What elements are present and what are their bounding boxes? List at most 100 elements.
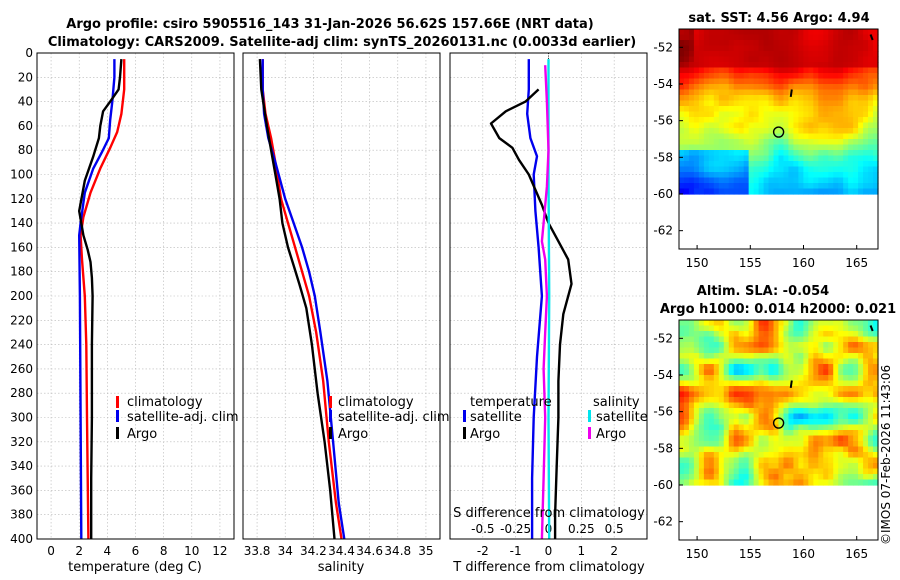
map-cell — [713, 408, 720, 415]
map-cell — [679, 40, 685, 47]
map-cell — [798, 446, 804, 453]
map-cell — [803, 435, 809, 442]
map-cell — [693, 380, 700, 387]
map-cell — [873, 128, 879, 135]
map-cell — [818, 150, 824, 157]
map-cell — [873, 353, 879, 360]
map-cell — [788, 172, 795, 179]
map-cell — [693, 386, 700, 393]
series-line-argo — [77, 59, 123, 539]
map-cell — [808, 380, 814, 387]
map-cell — [868, 139, 874, 146]
x-tick-label: 2 — [75, 544, 83, 558]
lat-tick-label: -56 — [653, 114, 673, 128]
map-cell — [833, 430, 839, 437]
map-cell — [838, 380, 844, 387]
map-cell — [863, 364, 869, 371]
map-cell — [728, 100, 735, 107]
map-cell — [833, 106, 839, 113]
map-cell — [698, 441, 705, 448]
map-cell — [683, 430, 690, 437]
map-cell — [713, 117, 720, 124]
map-cell — [773, 358, 780, 365]
map-cell — [863, 353, 869, 360]
map-cell — [783, 380, 790, 387]
map-cell — [828, 78, 834, 85]
map-cell — [708, 188, 715, 195]
map-cell — [683, 78, 690, 85]
map-cell — [773, 369, 780, 376]
map-cell — [818, 413, 824, 420]
map-cell — [758, 430, 765, 437]
map-cell — [853, 386, 859, 393]
map-cell — [693, 435, 700, 442]
map-cell — [698, 457, 705, 464]
map-cell — [828, 40, 834, 47]
map-cell — [813, 380, 819, 387]
map-cell — [823, 51, 829, 58]
map-cell — [783, 347, 790, 354]
map-cell — [718, 133, 725, 140]
map-cell — [838, 150, 844, 157]
map-cell — [728, 474, 735, 481]
map-cell — [698, 413, 705, 420]
map-cell — [698, 67, 705, 74]
map-cell — [723, 386, 730, 393]
map-cell — [798, 336, 804, 343]
map-cell — [723, 95, 730, 102]
map-cell — [818, 122, 824, 129]
map-cell — [703, 122, 710, 129]
map-cell — [838, 166, 844, 173]
map-cell — [793, 397, 799, 404]
map-cell — [758, 155, 765, 162]
map-cell — [708, 84, 715, 91]
map-cell — [828, 347, 834, 354]
map-cell — [683, 342, 690, 349]
map-cell — [748, 166, 755, 173]
map-frame — [678, 28, 879, 250]
map-cell — [793, 452, 799, 459]
map-cell — [723, 463, 730, 470]
map-cell — [708, 183, 715, 190]
map-cell — [738, 106, 745, 113]
map-cell — [713, 111, 720, 118]
map-cell — [858, 40, 864, 47]
map-cell — [823, 122, 829, 129]
map-cell — [868, 73, 874, 80]
map-cell — [723, 117, 730, 124]
map-cell — [718, 40, 725, 47]
map-cell — [808, 29, 814, 36]
map-cell — [848, 468, 854, 475]
map-cell — [843, 408, 849, 415]
map-cell — [688, 457, 695, 464]
map-cell — [848, 51, 854, 58]
map-cell — [813, 128, 819, 135]
map-cell — [788, 40, 795, 47]
map-cell — [843, 51, 849, 58]
map-cell — [713, 479, 720, 486]
map-cell — [718, 128, 725, 135]
map-cell — [683, 45, 690, 52]
map-cell — [778, 331, 785, 338]
map-cell — [688, 402, 695, 409]
map-cell — [708, 144, 715, 151]
map-cell — [863, 150, 869, 157]
map-cell — [868, 161, 874, 168]
map-cell — [723, 446, 730, 453]
map-cell — [733, 331, 740, 338]
map-cell — [718, 369, 725, 376]
map-cell — [778, 419, 785, 426]
map-cell — [683, 364, 690, 371]
map-cell — [803, 342, 809, 349]
map-cell — [708, 40, 715, 47]
map-cell — [679, 51, 685, 58]
map-cell — [803, 128, 809, 135]
map-cell — [738, 413, 745, 420]
map-cell — [713, 128, 720, 135]
map-cell — [798, 353, 804, 360]
map-cell — [763, 177, 770, 184]
map-cell — [783, 150, 790, 157]
map-cell — [738, 468, 745, 475]
map-cell — [733, 479, 740, 486]
map-cell — [808, 155, 814, 162]
